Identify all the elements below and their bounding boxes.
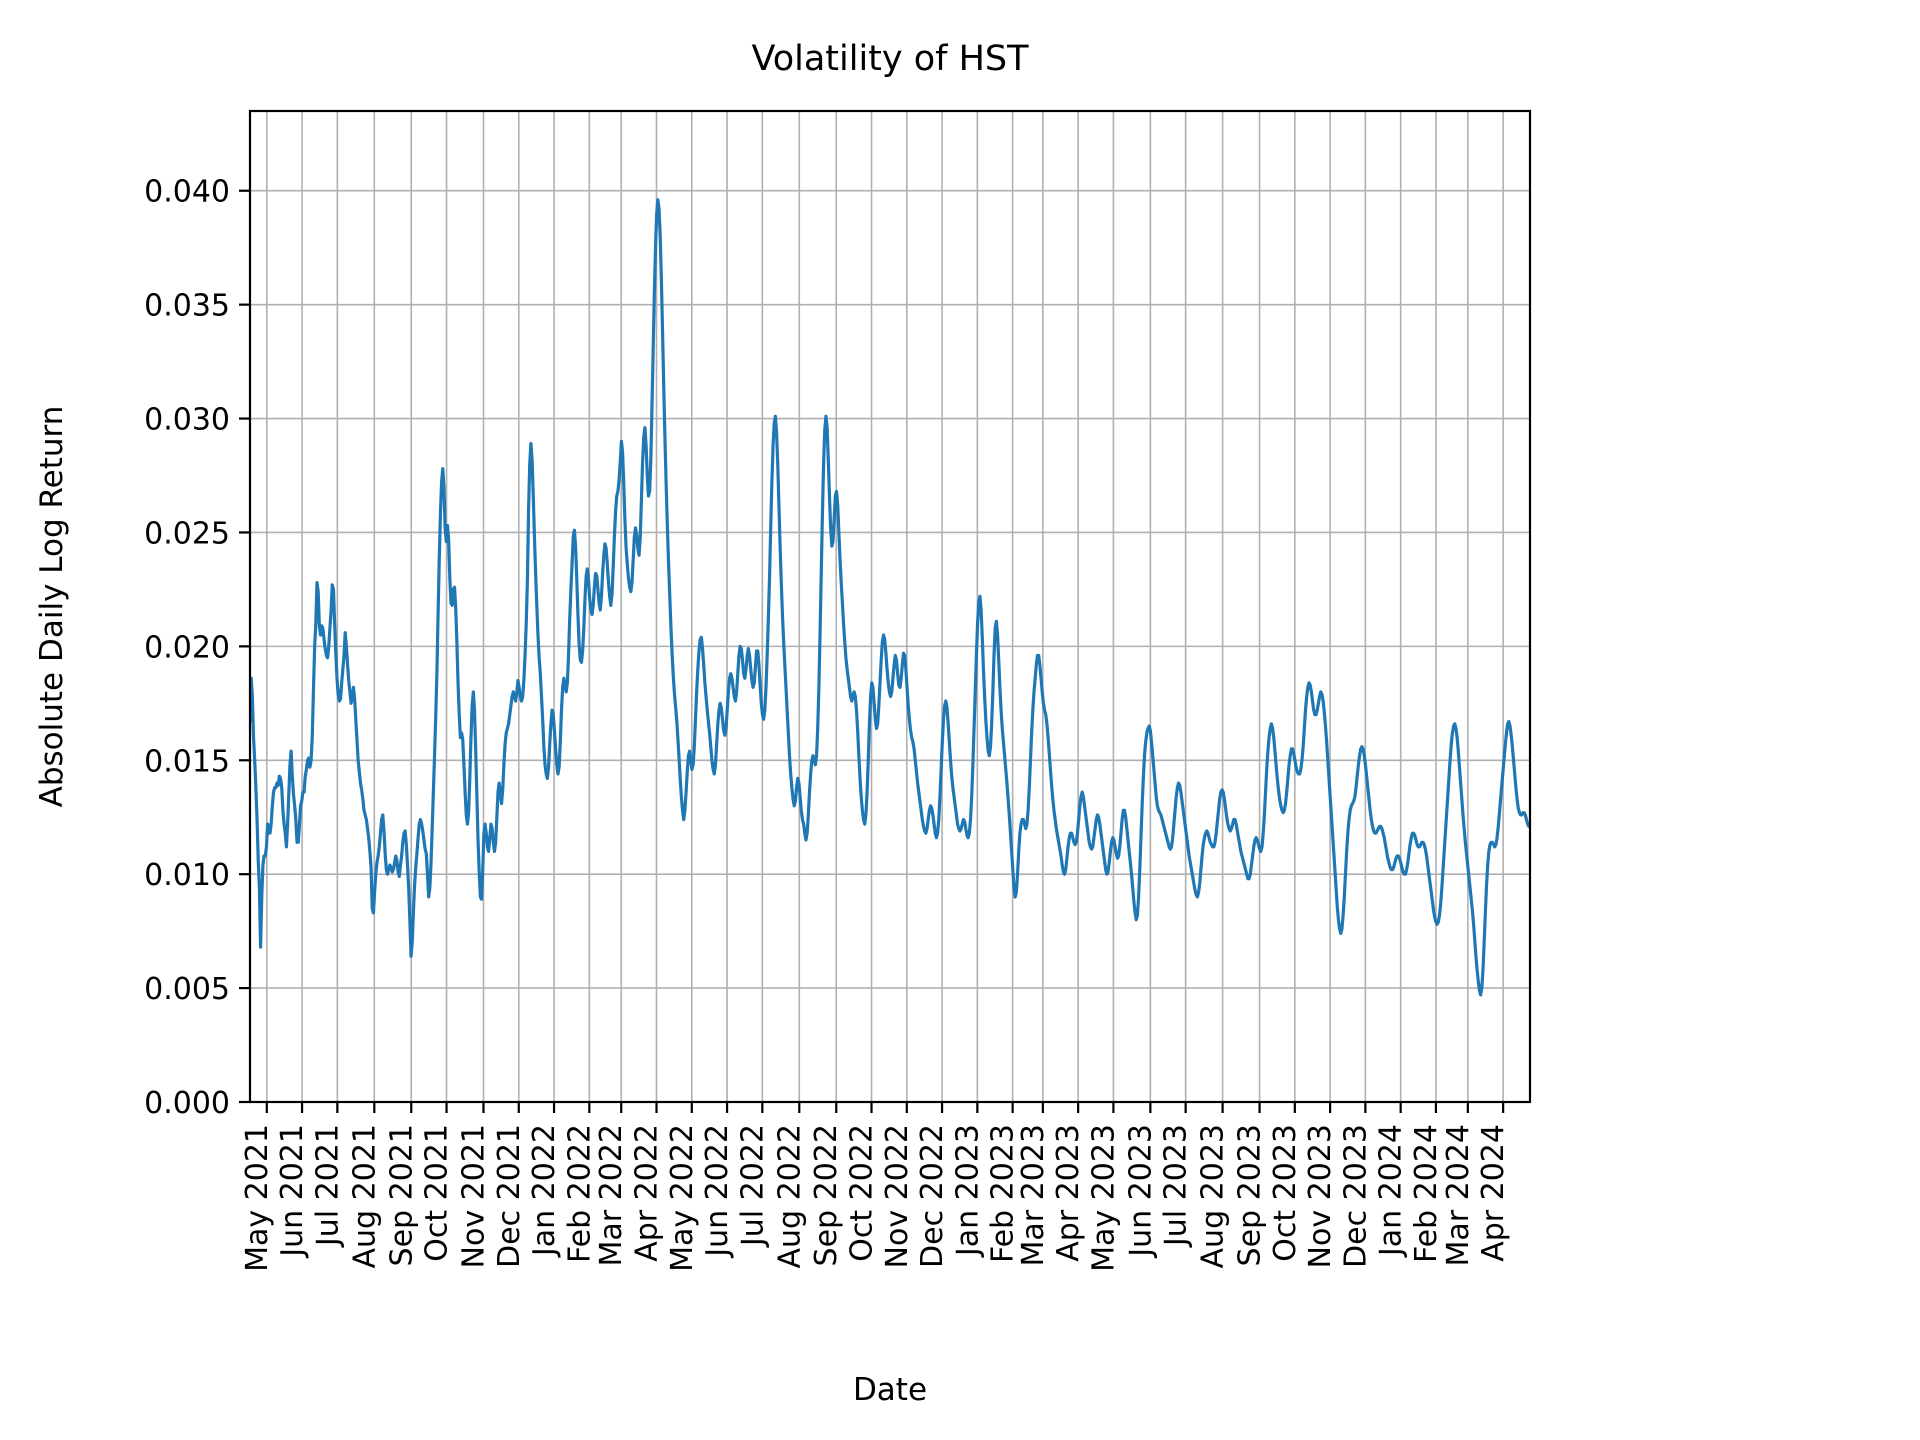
x-tick-label: Oct 2021 <box>420 1124 455 1262</box>
x-tick-label: Dec 2022 <box>915 1124 950 1268</box>
y-axis-label: Absolute Daily Log Return <box>34 406 70 808</box>
x-tick-label: Nov 2021 <box>456 1124 491 1268</box>
x-tick-marks <box>265 1102 1505 1113</box>
x-tick-label: Feb 2023 <box>986 1124 1021 1263</box>
x-tick-label: Jul 2022 <box>735 1124 770 1248</box>
x-tick-label: Oct 2023 <box>1268 1124 1303 1262</box>
x-tick-label: Apr 2024 <box>1476 1124 1511 1262</box>
x-tick-label: Dec 2021 <box>492 1124 527 1268</box>
x-tick-label: Jun 2021 <box>275 1124 310 1259</box>
x-tick-label: Aug 2021 <box>347 1124 382 1268</box>
x-tick-label: Dec 2023 <box>1338 1124 1373 1268</box>
x-tick-label: Sep 2021 <box>384 1124 419 1266</box>
x-tick-label: Jan 2024 <box>1374 1124 1409 1258</box>
x-tick-label: Aug 2022 <box>772 1124 807 1268</box>
x-tick-label: Mar 2024 <box>1441 1124 1476 1267</box>
x-tick-label: Jan 2023 <box>950 1124 985 1258</box>
y-tick-labels: 0.000 0.005 0.010 0.015 0.020 0.025 0.030 0.035… <box>144 175 230 1121</box>
y-tick-label: 0.025 <box>144 516 230 551</box>
y-tick-label: 0.035 <box>144 289 230 324</box>
y-tick-label: 0.040 <box>144 175 230 210</box>
x-tick-label: Feb 2024 <box>1409 1124 1444 1263</box>
x-tick-label: Apr 2023 <box>1051 1124 1086 1262</box>
x-tick-label: Nov 2023 <box>1303 1124 1338 1268</box>
y-tick-marks <box>239 189 250 1104</box>
x-tick-label: Jan 2022 <box>527 1124 562 1258</box>
x-tick-label: Jun 2022 <box>700 1124 735 1259</box>
y-tick-label: 0.030 <box>144 403 230 438</box>
x-axis-label: Date <box>853 1372 927 1408</box>
volatility-series-line <box>250 198 1530 997</box>
y-tick-label: 0.000 <box>144 1086 230 1121</box>
x-tick-label: Sep 2023 <box>1233 1124 1268 1266</box>
axes-spines <box>248 109 1532 1104</box>
x-tick-label: Mar 2022 <box>594 1124 629 1267</box>
y-tick-label: 0.020 <box>144 630 230 665</box>
x-tick-label: May 2021 <box>240 1124 275 1272</box>
x-tick-label: Feb 2022 <box>562 1124 597 1263</box>
x-tick-label: Aug 2023 <box>1196 1124 1231 1268</box>
x-tick-label: Nov 2022 <box>880 1124 915 1268</box>
x-tick-label: Jul 2021 <box>310 1124 345 1248</box>
x-tick-label: Jul 2023 <box>1159 1124 1194 1248</box>
y-tick-label: 0.005 <box>144 972 230 1007</box>
x-tick-label: Mar 2023 <box>1016 1124 1051 1267</box>
plot-area <box>250 198 1530 997</box>
x-tick-label: Jun 2023 <box>1123 1124 1158 1259</box>
x-tick-label: Apr 2022 <box>630 1124 665 1262</box>
chart-title: Volatility of HST <box>751 39 1029 79</box>
x-tick-labels: May 2021 Jun 2021 Jul 2021 Aug 2021 Sep 2021… <box>240 1124 1511 1272</box>
y-tick-label: 0.015 <box>144 744 230 779</box>
y-tick-label: 0.010 <box>144 858 230 893</box>
x-tick-label: May 2022 <box>665 1124 700 1272</box>
x-tick-label: Oct 2022 <box>845 1124 880 1262</box>
x-tick-label: Sep 2022 <box>809 1124 844 1266</box>
x-tick-label: May 2023 <box>1086 1124 1121 1272</box>
